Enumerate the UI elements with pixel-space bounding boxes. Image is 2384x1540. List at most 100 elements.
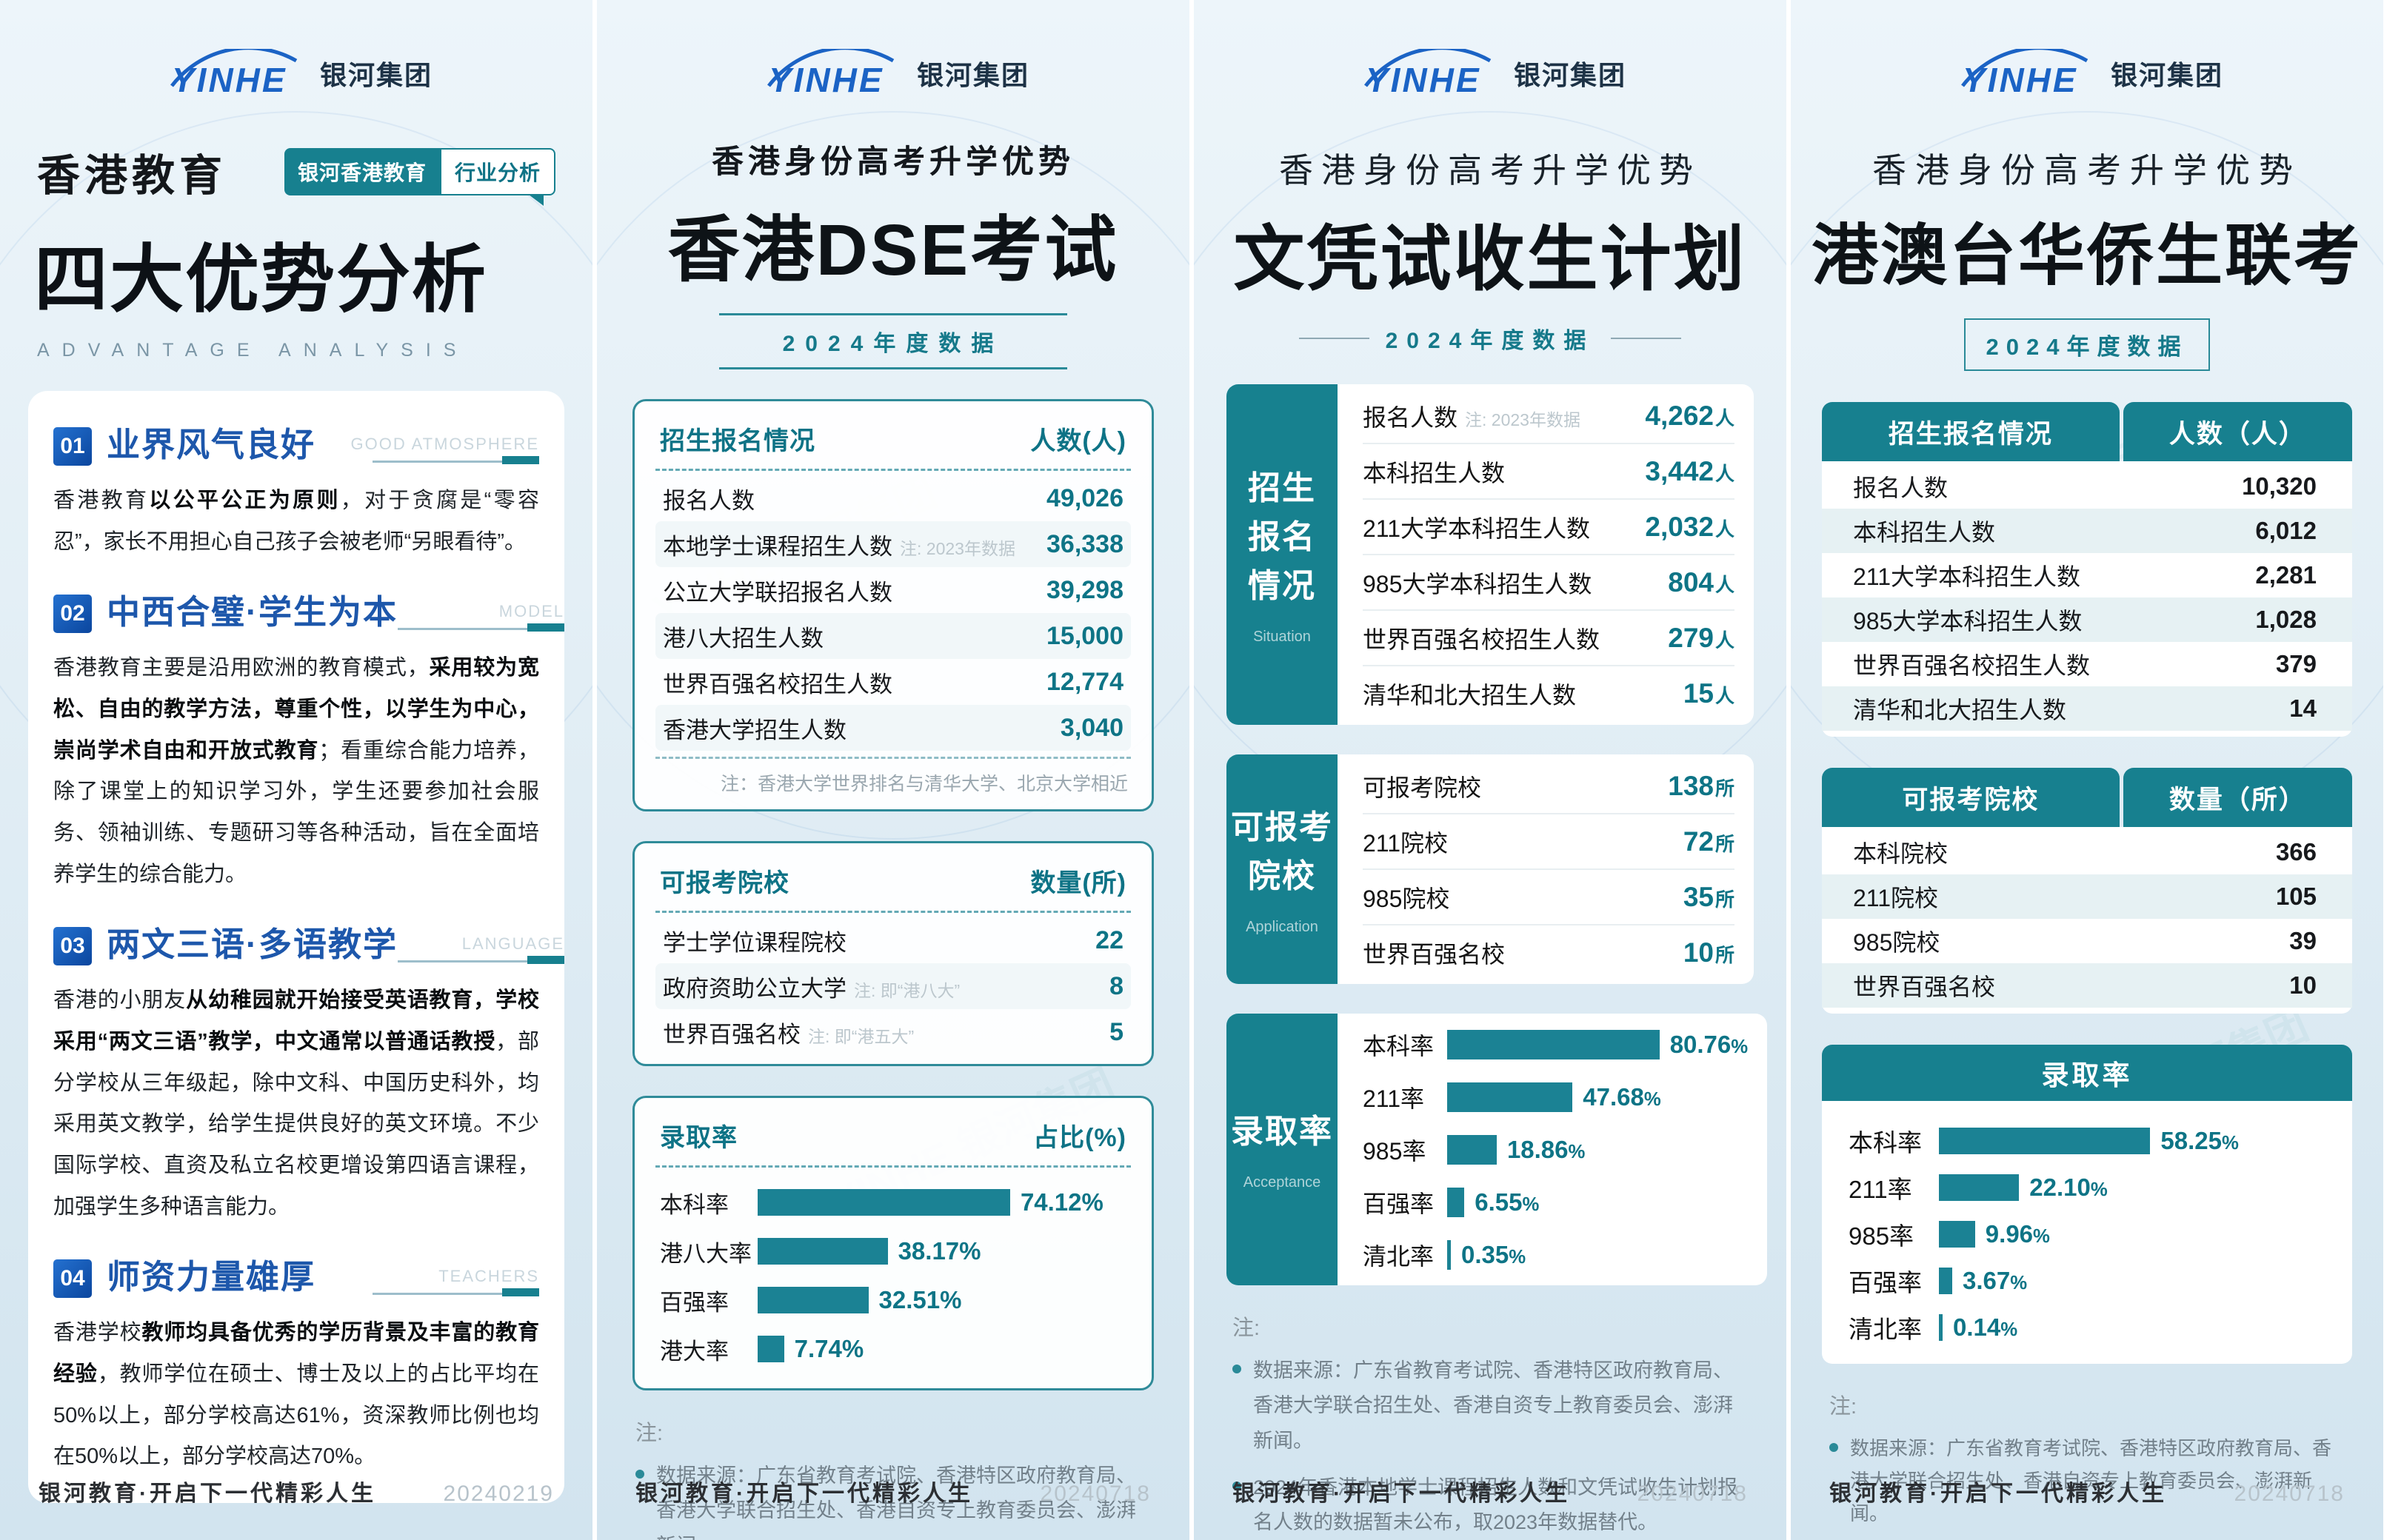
- brand-name: 银河集团: [319, 60, 433, 90]
- bar-label: 百强率: [1849, 1268, 1922, 1296]
- notes: 注: 数据来源：广东省教育考试院、香港特区政府教育局、香港大学联合招生处、香港自…: [635, 1416, 1151, 1540]
- bar: [1447, 1134, 1497, 1165]
- svg-text:YINHE: YINHE: [769, 61, 884, 98]
- para-text: ，教师学位在硕士、博士及以上的占比平均在50%以上，部分学校高达61%，资深教师…: [53, 1362, 539, 1469]
- section-sidebar: 可报考 院校 Application: [1226, 754, 1338, 984]
- table-row: 211院校 72所: [1363, 814, 1734, 870]
- bullet-icon: [1232, 1365, 1241, 1373]
- bar-row: 百强率 3.67%: [1849, 1257, 2325, 1304]
- bullet-icon: [1829, 1443, 1838, 1452]
- svg-text:YINHE: YINHE: [1366, 61, 1481, 98]
- section-good-atmosphere: 01 业界风气良好 GOOD ATMOSPHERE 香港教育以公平公正为原则，对…: [53, 418, 539, 563]
- sidebar-en-label: Application: [1246, 918, 1318, 935]
- yinhe-logo-icon: YINHE: [1363, 49, 1492, 98]
- note-item: 数据来源：广东省教育考试院、香港特区政府教育局、香港大学联合招生处、香港自资专上…: [635, 1459, 1151, 1540]
- row-label: 世界百强名校 注: 即“港五大”: [663, 1021, 915, 1048]
- section-number: 01: [53, 427, 92, 466]
- table-row: 本科院校 366: [1822, 830, 2352, 874]
- bar-row: 985率 9.96%: [1849, 1211, 2325, 1257]
- bar-row: 本科率 58.25%: [1849, 1117, 2325, 1164]
- main-title: 文凭试收生计划: [1233, 220, 1747, 299]
- row-value: 6,012: [2255, 517, 2317, 544]
- table-row: 本地学士课程招生人数 注: 2023年数据 36,338: [655, 521, 1131, 567]
- footer-date: 20240718: [1637, 1482, 1748, 1506]
- page-subtitle: 香港身份高考升学优势: [1872, 151, 2302, 190]
- table-row: 世界百强名校招生人数 12,774: [655, 659, 1131, 705]
- table-row: 清华和北大招生人数 14: [1822, 686, 2352, 731]
- sidebar-label: 招生: [1248, 469, 1316, 506]
- row-label: 本科招生人数: [1853, 519, 1996, 546]
- row-value: 15人: [1683, 677, 1734, 709]
- section-title: 师资力量雄厚: [107, 1258, 316, 1296]
- line-decoration: [1298, 338, 1369, 339]
- table-header-right: 人数(人): [1030, 427, 1126, 455]
- table-row: 公立大学联招报名人数 39,298: [655, 567, 1131, 613]
- row-label: 政府资助公立大学 注: 即“港八大”: [663, 975, 961, 1002]
- row-value: 804人: [1668, 566, 1734, 597]
- row-value: 8: [1109, 971, 1123, 1000]
- table-row: 世界百强名校 10所: [1363, 925, 1734, 980]
- footer: 银河教育·开启下一代精彩人生 20240718: [1232, 1475, 1748, 1507]
- para-bold: 采用较为宽松、自由的教学方法，尊重个性，以学生为中心，崇尚学术自由和开放式教育: [53, 656, 539, 763]
- section-sidebar: 招生 报名 情况 Situation: [1226, 384, 1338, 725]
- row-value: 12,774: [1046, 667, 1123, 696]
- bar-value: 0.14%: [1953, 1313, 2018, 1341]
- row-label: 211院校: [1363, 829, 1449, 857]
- bullet-icon: [635, 1470, 644, 1479]
- section-title: 两文三语·多语教学: [107, 925, 398, 964]
- row-value: 49,026: [1046, 483, 1123, 512]
- table-row: 本科招生人数 3,442人: [1363, 444, 1734, 500]
- bar-value: 74.12%: [1020, 1188, 1103, 1216]
- brand-logo: YINHE 银河集团: [0, 0, 592, 98]
- bar: [1447, 1187, 1465, 1217]
- bar-value: 9.96%: [1985, 1219, 2050, 1248]
- footer-slogan: 银河教育·开启下一代精彩人生: [1829, 1482, 2167, 1506]
- bar-label: 港八大率: [660, 1240, 752, 1267]
- brand-logo: YINHE 银河集团: [597, 0, 1189, 98]
- bar-row: 百强率 6.55%: [1363, 1176, 1748, 1228]
- section-language: 03 两文三语·多语教学 LANGUAGE 香港的小朋友从幼稚园就开始接受英语教…: [53, 917, 564, 1228]
- notes-label: 注:: [1232, 1316, 1261, 1340]
- schools-section: 可报考 院校 Application 可报考院校 138所 211院校 72所 985…: [1226, 754, 1754, 984]
- footer-slogan: 银河教育·开启下一代精彩人生: [635, 1482, 973, 1506]
- bar-row: 港大率 7.74%: [660, 1325, 1126, 1373]
- row-label: 世界百强名校招生人数: [1853, 652, 2091, 679]
- bar-label: 211率: [1849, 1175, 1912, 1203]
- table-row: 可报考院校 138所: [1363, 759, 1734, 814]
- section-teachers: 04 师资力量雄厚 TEACHERS 香港学校教师均具备优秀的学历背景及丰富的教…: [53, 1250, 539, 1478]
- note-item: 数据来源：广东省教育考试院、香港特区政府教育局、香港大学联合招生处、香港自资专上…: [1232, 1353, 1748, 1459]
- row-value: 105: [2275, 883, 2317, 910]
- row-value: 10,320: [2242, 472, 2317, 500]
- bar: [1447, 1239, 1451, 1270]
- row-label: 公立大学联招报名人数: [663, 579, 892, 606]
- line-decoration: [1611, 338, 1682, 339]
- badge-right: 行业分析: [439, 148, 555, 195]
- notes: 注: 数据来源：广东省教育考试院、香港特区政府教育局、香港大学联合招生处、香港自…: [1232, 1310, 1748, 1540]
- footer-date: 20240718: [1040, 1482, 1151, 1506]
- note-text: 数据来源：广东省教育考试院、香港特区政府教育局、香港大学联合招生处、香港自资专上…: [656, 1464, 1136, 1540]
- bar-value: 22.10%: [2029, 1173, 2108, 1201]
- chart-header-right: 占比(%): [1033, 1124, 1126, 1152]
- schools-table: 可报考院校 数量（所） 本科院校 366 211院校 105 985院校 39 世界百…: [1822, 768, 2352, 1014]
- row-note: 注: 即“港八大”: [854, 980, 961, 1000]
- poster-dse-exam: YINHE 银河集团 YINHE 银河集团 YINHE 银河集团 香港身份高考升…: [597, 0, 1189, 1540]
- para-bold: 教师均具备优秀的学历背景及丰富的教育经验: [53, 1321, 539, 1387]
- para-bold: 从幼稚园就开始接受英语教育，学校采用“两文三语”教学，中文通常以普通话教授: [53, 988, 539, 1054]
- row-label: 世界百强名校: [1853, 974, 1996, 1000]
- table-row: 211大学本科招生人数 2,281: [1822, 553, 2352, 597]
- bar-value: 3.67%: [1962, 1266, 2028, 1294]
- footer-slogan: 银河教育·开启下一代精彩人生: [1232, 1482, 1570, 1506]
- footer-slogan: 银河教育·开启下一代精彩人生: [39, 1482, 376, 1506]
- year-badge: 2024年度数据: [719, 313, 1067, 369]
- notes-label: 注:: [635, 1422, 664, 1445]
- section-number: 02: [53, 595, 92, 634]
- note-text: 数据来源：广东省教育考试院、香港特区政府教育局、香港大学联合招生处、香港自资专上…: [1253, 1359, 1733, 1452]
- table-row: 985院校 35所: [1363, 870, 1734, 925]
- poster-overseas-joint-exam: YINHE 银河集团 YINHE 银河集团 YINHE 银河集团 香港身份高考升…: [1791, 0, 2383, 1540]
- section-paragraph: 香港的小朋友从幼稚园就开始接受英语教育，学校采用“两文三语”教学，中文通常以普通…: [53, 980, 539, 1228]
- table-header-left: 招生报名情况: [660, 427, 815, 455]
- sidebar-label: 录取率: [1231, 1114, 1333, 1150]
- table-row: 清华和北大招生人数 15人: [1363, 666, 1734, 720]
- brand-logo: YINHE 银河集团: [1194, 0, 1786, 98]
- section-model: 02 中西合璧·学生为本 MODEL 香港教育主要是沿用欧洲的教育模式，采用较为…: [53, 585, 564, 895]
